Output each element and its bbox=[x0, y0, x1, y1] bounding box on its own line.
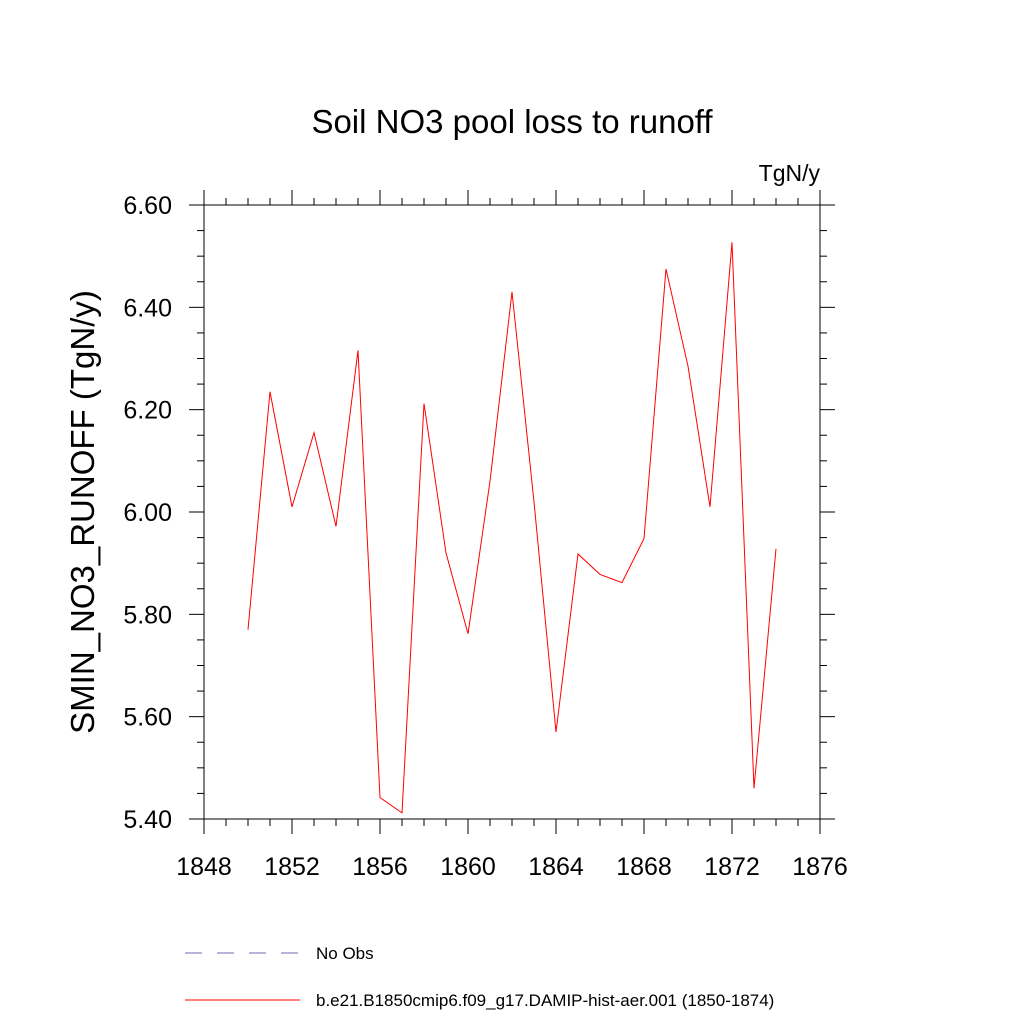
series-layer bbox=[247, 242, 777, 814]
legend-label-model-run: b.e21.B1850cmip6.f09_g17.DAMIP-hist-aer.… bbox=[316, 991, 774, 1010]
y-tick-label: 6.20 bbox=[123, 397, 172, 425]
x-tick-label: 1868 bbox=[616, 853, 672, 881]
legend-label-no-obs: No Obs bbox=[316, 944, 374, 963]
y-tick-label: 6.60 bbox=[123, 192, 172, 220]
chart-title: Soil NO3 pool loss to runoff bbox=[311, 103, 713, 140]
x-tick-label: 1864 bbox=[528, 853, 584, 881]
legend: No Obs b.e21.B1850cmip6.f09_g17.DAMIP-hi… bbox=[185, 944, 774, 1010]
x-tick-label: 1860 bbox=[440, 853, 496, 881]
x-tick-label: 1856 bbox=[352, 853, 408, 881]
x-tick-label: 1876 bbox=[792, 853, 848, 881]
y-tick-label: 5.80 bbox=[123, 601, 172, 629]
plot-frame bbox=[203, 204, 821, 820]
x-tick-label: 1848 bbox=[176, 853, 232, 881]
y-tick-label: 5.40 bbox=[123, 806, 172, 834]
x-tick-label: 1852 bbox=[264, 853, 320, 881]
axis-ticks bbox=[189, 190, 835, 834]
y-axis-label: SMIN_NO3_RUNOFF (TgN/y) bbox=[64, 290, 101, 734]
y-tick-label: 6.40 bbox=[123, 294, 172, 322]
units-label: TgN/y bbox=[759, 160, 821, 186]
y-tick-label: 5.60 bbox=[123, 704, 172, 732]
y-tick-label: 6.00 bbox=[123, 499, 172, 527]
series-line bbox=[247, 242, 777, 814]
axis-tick-labels: 1848 1852 1856 1860 1864 1868 1872 1876 5.40 5.60… bbox=[123, 192, 847, 881]
x-tick-label: 1872 bbox=[704, 853, 760, 881]
